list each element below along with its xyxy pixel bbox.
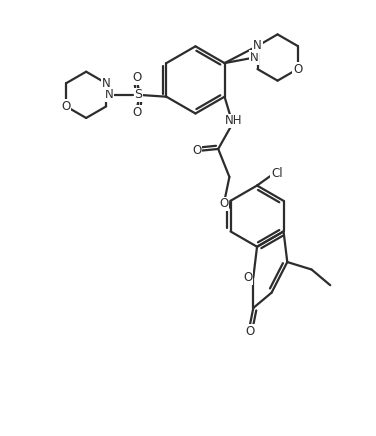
Text: S: S	[134, 89, 143, 101]
Text: O: O	[133, 71, 142, 84]
Text: N: N	[253, 39, 262, 52]
Text: O: O	[192, 144, 201, 157]
Text: O: O	[133, 106, 142, 119]
Text: N: N	[250, 51, 259, 64]
Text: NH: NH	[224, 115, 242, 127]
Text: Cl: Cl	[271, 167, 283, 180]
Text: O: O	[243, 271, 252, 284]
Text: N: N	[105, 89, 114, 101]
Text: O: O	[219, 198, 229, 210]
Text: O: O	[245, 324, 254, 337]
Text: O: O	[61, 100, 71, 113]
Text: O: O	[293, 63, 302, 75]
Text: O: O	[219, 198, 229, 210]
Text: N: N	[102, 77, 111, 90]
